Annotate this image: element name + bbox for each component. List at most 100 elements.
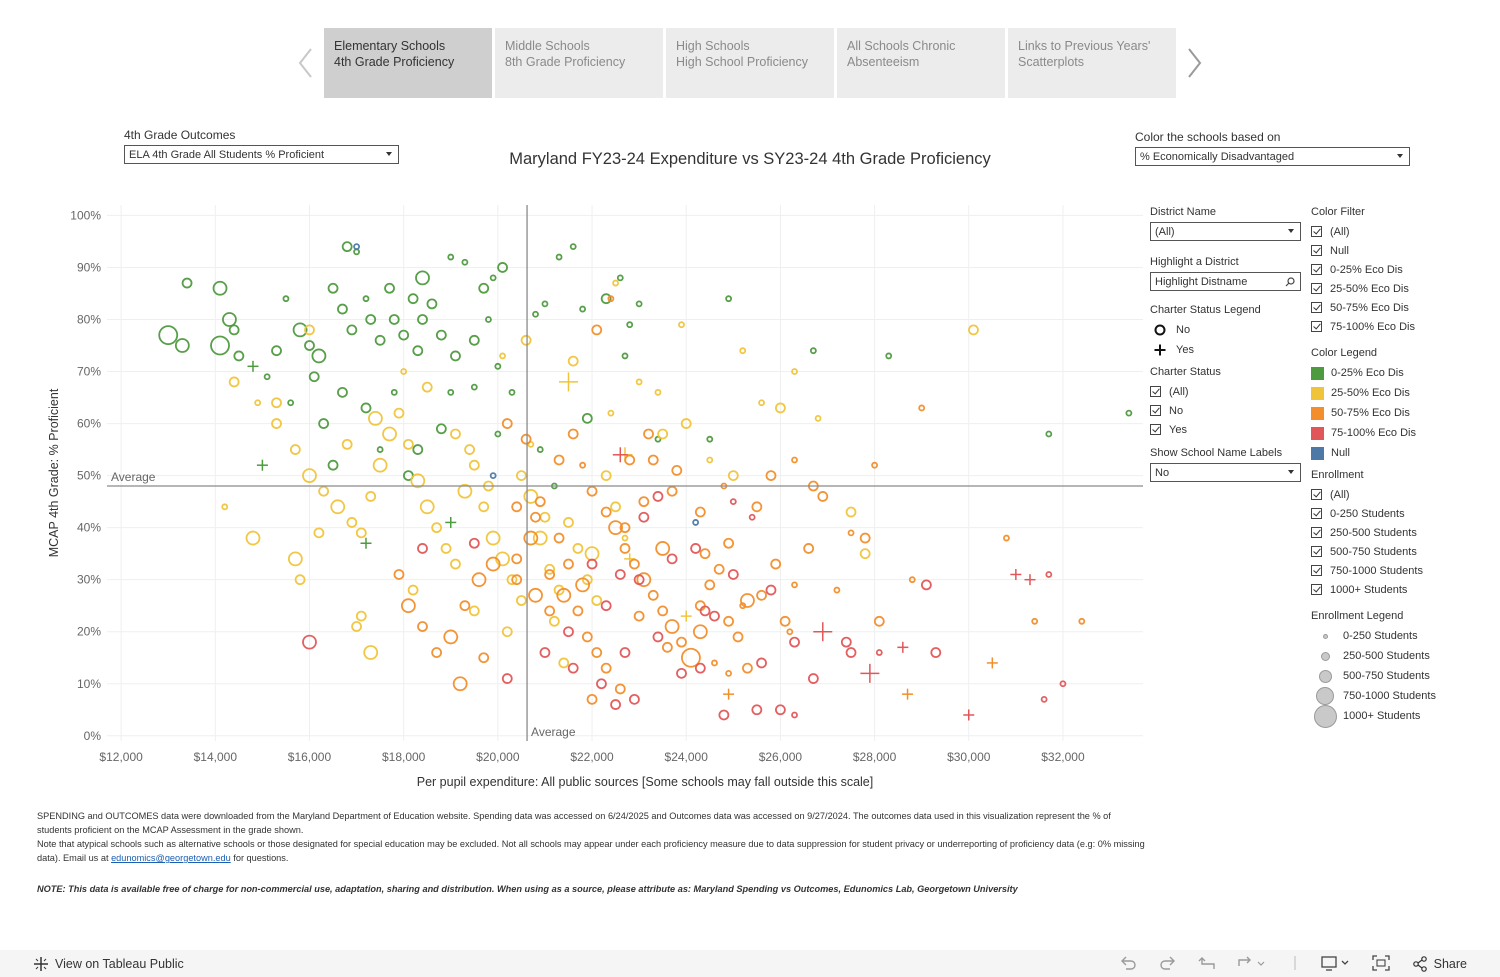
- data-point[interactable]: [1125, 409, 1133, 417]
- data-point[interactable]: [607, 409, 615, 417]
- data-point[interactable]: [221, 503, 229, 511]
- data-point[interactable]: [692, 519, 700, 526]
- data-point[interactable]: [520, 334, 532, 346]
- data-point[interactable]: [468, 537, 480, 549]
- data-point[interactable]: [302, 468, 317, 484]
- data-point[interactable]: [228, 324, 240, 336]
- data-point[interactable]: [706, 456, 714, 464]
- data-point[interactable]: [607, 295, 615, 303]
- data-point[interactable]: [847, 529, 855, 537]
- data-point[interactable]: [600, 293, 612, 305]
- color-filter-checkbox-row[interactable]: 25-50% Eco Dis: [1311, 279, 1481, 298]
- data-point[interactable]: [626, 321, 634, 329]
- data-point[interactable]: [579, 461, 587, 469]
- data-point[interactable]: [657, 428, 669, 440]
- data-point[interactable]: [174, 338, 190, 353]
- data-point[interactable]: [586, 485, 598, 497]
- data-point[interactable]: [501, 418, 513, 429]
- data-point[interactable]: [271, 345, 282, 357]
- data-point[interactable]: [845, 647, 857, 658]
- data-point[interactable]: [748, 513, 756, 521]
- data-point[interactable]: [468, 334, 480, 346]
- checkbox[interactable]: [1311, 508, 1322, 519]
- tab-elementary[interactable]: Elementary Schools 4th Grade Proficiency: [324, 28, 492, 98]
- data-point[interactable]: [341, 241, 353, 253]
- data-point[interactable]: [558, 657, 570, 669]
- data-point[interactable]: [1031, 617, 1039, 625]
- data-point[interactable]: [709, 610, 720, 622]
- data-point[interactable]: [470, 383, 478, 391]
- data-point[interactable]: [633, 574, 645, 586]
- data-point[interactable]: [372, 457, 388, 473]
- data-point[interactable]: [511, 553, 523, 565]
- data-point[interactable]: [523, 489, 539, 504]
- data-point[interactable]: [468, 459, 480, 471]
- data-point[interactable]: [786, 628, 794, 636]
- data-point[interactable]: [421, 381, 433, 393]
- data-point[interactable]: [459, 600, 471, 612]
- data-point[interactable]: [553, 454, 565, 466]
- data-point[interactable]: [729, 498, 737, 506]
- data-point[interactable]: [263, 373, 271, 381]
- checkbox[interactable]: [1311, 321, 1322, 332]
- data-point[interactable]: [412, 345, 424, 357]
- refresh-icon[interactable]: [1236, 954, 1270, 972]
- data-point[interactable]: [450, 558, 461, 570]
- data-point-charter[interactable]: [247, 360, 259, 372]
- data-point[interactable]: [624, 454, 636, 466]
- data-point[interactable]: [292, 322, 308, 338]
- data-point[interactable]: [779, 615, 791, 627]
- data-point[interactable]: [302, 634, 317, 650]
- data-point[interactable]: [318, 485, 330, 497]
- data-point[interactable]: [210, 335, 230, 356]
- data-point[interactable]: [400, 368, 408, 375]
- data-point[interactable]: [528, 587, 543, 603]
- data-point[interactable]: [461, 258, 469, 266]
- data-point[interactable]: [680, 418, 692, 429]
- data-point[interactable]: [643, 428, 654, 440]
- data-point[interactable]: [711, 659, 718, 667]
- data-point[interactable]: [544, 569, 556, 580]
- share-button[interactable]: Share: [1412, 956, 1467, 972]
- data-point[interactable]: [567, 662, 579, 674]
- data-point[interactable]: [212, 280, 228, 296]
- data-point[interactable]: [600, 506, 612, 518]
- data-point-charter[interactable]: [1010, 568, 1022, 580]
- data-point[interactable]: [485, 316, 492, 323]
- data-point[interactable]: [775, 704, 786, 716]
- enrollment-filter-checkbox-row[interactable]: 0-250 Students: [1311, 504, 1481, 523]
- data-point[interactable]: [732, 631, 744, 643]
- redo-icon[interactable]: [1158, 954, 1178, 972]
- data-point[interactable]: [539, 647, 551, 658]
- data-point[interactable]: [676, 667, 687, 679]
- data-point[interactable]: [287, 399, 295, 407]
- checkbox[interactable]: [1150, 405, 1161, 416]
- data-point[interactable]: [464, 444, 476, 455]
- next-arrow-icon[interactable]: [1184, 46, 1204, 80]
- data-point[interactable]: [789, 636, 800, 648]
- data-point[interactable]: [563, 517, 574, 528]
- data-point[interactable]: [417, 314, 428, 325]
- data-point[interactable]: [727, 569, 739, 580]
- data-point[interactable]: [541, 300, 549, 308]
- data-point[interactable]: [337, 386, 348, 398]
- data-point[interactable]: [610, 699, 621, 710]
- data-point[interactable]: [770, 558, 782, 570]
- data-point[interactable]: [534, 496, 546, 508]
- data-point-charter[interactable]: [445, 516, 457, 528]
- data-point[interactable]: [532, 310, 539, 318]
- data-point[interactable]: [368, 410, 383, 426]
- data-point-charter[interactable]: [813, 622, 833, 642]
- data-point[interactable]: [353, 248, 360, 256]
- data-point[interactable]: [494, 430, 502, 438]
- data-point[interactable]: [304, 340, 315, 351]
- district-name-dropdown[interactable]: (All): [1150, 222, 1301, 241]
- data-point[interactable]: [581, 412, 593, 424]
- data-point[interactable]: [621, 534, 629, 542]
- undo-icon[interactable]: [1118, 954, 1138, 972]
- checkbox[interactable]: [1311, 546, 1322, 557]
- fullscreen-icon[interactable]: [1371, 954, 1391, 972]
- color-filter-checkbox-row[interactable]: Null: [1311, 241, 1481, 260]
- data-point[interactable]: [501, 626, 513, 638]
- data-point[interactable]: [833, 586, 841, 594]
